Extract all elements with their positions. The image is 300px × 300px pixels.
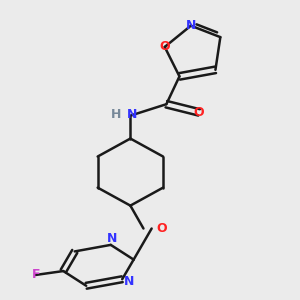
Text: N: N — [107, 232, 118, 245]
Text: O: O — [156, 222, 167, 235]
Text: F: F — [32, 268, 40, 281]
Text: N: N — [127, 107, 137, 121]
Text: N: N — [186, 19, 196, 32]
Text: O: O — [194, 106, 204, 119]
Text: O: O — [159, 40, 170, 53]
Text: H: H — [110, 107, 121, 121]
Text: N: N — [124, 275, 134, 288]
